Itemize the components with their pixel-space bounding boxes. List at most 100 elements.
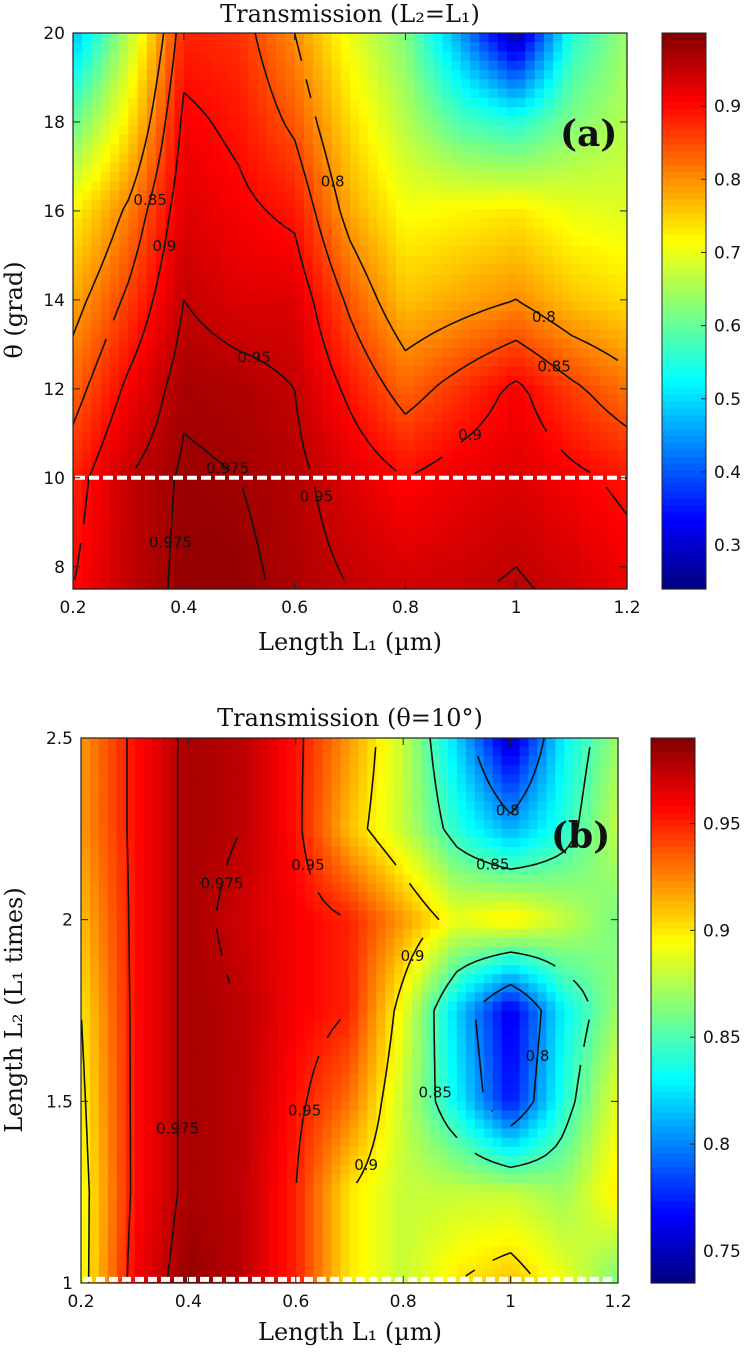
heatmap-cell — [128, 338, 139, 349]
heatmap-cell — [100, 125, 111, 136]
heatmap-cell — [156, 33, 166, 43]
heatmap-cell — [488, 514, 499, 525]
heatmap-cell — [580, 348, 591, 358]
heatmap-cell — [211, 227, 222, 238]
heatmap-cell — [582, 883, 592, 894]
heatmap-cell — [403, 756, 413, 766]
heatmap-cell — [197, 792, 207, 803]
heatmap-cell — [608, 431, 619, 442]
heatmap-cell — [474, 747, 485, 757]
heatmap-cell — [146, 450, 157, 460]
heatmap-cell — [528, 747, 539, 757]
heatmap-cell — [183, 181, 194, 192]
heatmap-cell — [146, 357, 157, 368]
heatmap-cell — [470, 385, 480, 395]
heatmap-cell — [470, 403, 480, 414]
heatmap-cell — [571, 422, 582, 433]
heatmap-cell — [211, 218, 222, 229]
heatmap-cell — [188, 792, 198, 803]
heatmap-cell — [433, 440, 443, 451]
heatmap-cell — [295, 892, 306, 903]
heatmap-cell — [174, 172, 185, 182]
heatmap-cell — [396, 70, 406, 80]
heatmap-cell — [313, 524, 323, 534]
heatmap-cell — [608, 348, 619, 358]
heatmap-cell — [211, 162, 222, 173]
heatmap-cell — [488, 70, 499, 80]
heatmap-cell — [211, 561, 222, 572]
heatmap-cell — [460, 190, 471, 201]
heatmap-cell — [562, 403, 573, 414]
heatmap-cell — [137, 496, 148, 507]
heatmap-cell — [206, 865, 216, 875]
heatmap-cell — [580, 292, 591, 303]
heatmap-cell — [423, 320, 434, 331]
heatmap-cell — [73, 394, 83, 405]
heatmap-cell — [260, 847, 270, 857]
heatmap-cell — [350, 134, 360, 145]
heatmap-cell — [599, 199, 610, 210]
heatmap-cell — [266, 255, 277, 266]
heatmap-cell — [501, 819, 512, 830]
heatmap-cell — [465, 756, 476, 766]
heatmap-cell — [109, 477, 120, 488]
heatmap-cell — [211, 246, 222, 256]
heatmap-cell — [608, 199, 619, 210]
heatmap-cell — [600, 783, 610, 794]
heatmap-cell — [146, 88, 157, 99]
heatmap-cell — [470, 60, 480, 71]
colorbar-segment — [662, 241, 706, 250]
heatmap-cell — [220, 264, 231, 275]
heatmap-cell — [433, 236, 443, 247]
heatmap-cell — [590, 70, 600, 80]
heatmap-cell — [268, 865, 279, 875]
heatmap-cell — [156, 107, 166, 117]
heatmap-cell — [156, 450, 166, 460]
heatmap-cell — [119, 477, 129, 488]
heatmap-cell — [165, 579, 176, 590]
heatmap-cell — [377, 125, 388, 136]
heatmap-cell — [128, 283, 139, 294]
heatmap-cell — [156, 79, 166, 90]
heatmap-cell — [268, 874, 279, 884]
heatmap-cell — [137, 51, 148, 62]
heatmap-cell — [174, 162, 185, 173]
heatmap-cell — [268, 828, 279, 839]
heatmap-cell — [543, 144, 554, 155]
heatmap-cell — [202, 375, 213, 386]
heatmap-cell — [137, 199, 148, 210]
heatmap-cell — [257, 524, 268, 534]
heatmap-cell — [396, 375, 406, 386]
heatmap-cell — [573, 892, 583, 903]
heatmap-cell — [405, 255, 416, 266]
heatmap-cell — [573, 765, 583, 775]
heatmap-cell — [165, 375, 176, 386]
heatmap-cell — [358, 792, 368, 803]
heatmap-cell — [193, 107, 203, 117]
heatmap-cell — [183, 218, 194, 229]
heatmap-cell — [525, 190, 536, 201]
heatmap-cell — [534, 385, 545, 395]
heatmap-cell — [89, 756, 100, 766]
heatmap-cell — [617, 97, 628, 108]
heatmap-cell — [414, 477, 425, 488]
heatmap-cell — [447, 910, 458, 921]
heatmap-cell — [146, 283, 157, 294]
heatmap-cell — [91, 60, 102, 71]
heatmap-cell — [423, 487, 434, 497]
heatmap-cell — [107, 747, 118, 757]
heatmap-cell — [377, 450, 388, 460]
heatmap-cell — [562, 394, 573, 405]
heatmap-cell — [350, 51, 360, 62]
heatmap-cell — [109, 551, 120, 562]
heatmap-cell — [276, 394, 286, 405]
heatmap-cell — [609, 828, 619, 839]
heatmap-cell — [553, 533, 563, 544]
heatmap-cell — [340, 42, 351, 53]
heatmap-cell — [137, 134, 148, 145]
heatmap-cell — [134, 874, 145, 884]
heatmap-cell — [211, 107, 222, 117]
heatmap-cell — [285, 394, 296, 405]
heatmap-cell — [174, 394, 185, 405]
heatmap-cell — [137, 42, 148, 53]
